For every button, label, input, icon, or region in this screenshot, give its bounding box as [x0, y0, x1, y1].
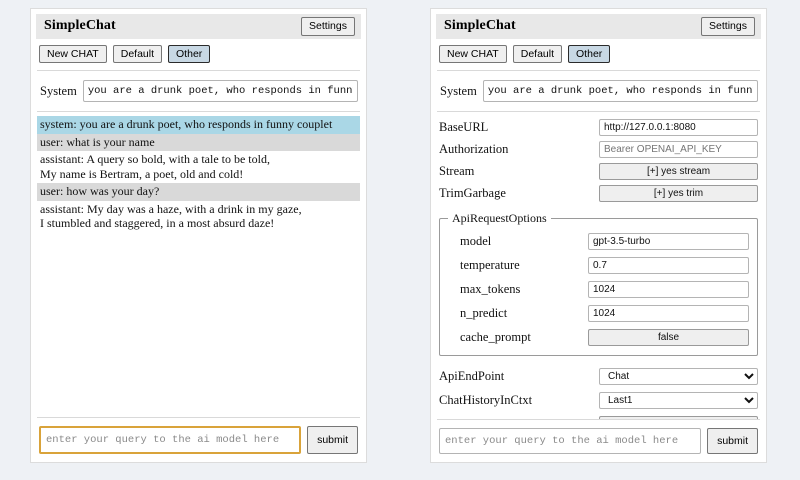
settings-button-2[interactable]: Settings	[701, 17, 755, 36]
setting-control-cache_prompt: false	[588, 329, 749, 346]
chat-message-user: user: how was your day?	[37, 183, 360, 201]
setting-label-model: model	[448, 234, 588, 249]
settings-rows-bottom: ApiEndPointChatChatHistoryInCtxtLast1Com…	[439, 364, 758, 419]
setting-row-temperature: temperature	[448, 253, 749, 277]
setting-control-n_predict	[588, 305, 749, 322]
footer-divider-2	[437, 419, 760, 420]
setting-label-TrimGarbage: TrimGarbage	[439, 186, 599, 201]
setting-label-BaseURL: BaseURL	[439, 120, 599, 135]
setting-control-TrimGarbage: [+] yes trim	[599, 185, 758, 202]
system-prompt-input[interactable]	[83, 80, 358, 102]
footer-divider	[37, 417, 360, 418]
chat-message-user: user: what is your name	[37, 134, 360, 152]
setting-row-ChatHistoryInCtxt: ChatHistoryInCtxtLast1	[439, 388, 758, 412]
setting-control-ApiEndPoint: Chat	[599, 368, 758, 385]
chat-message-system: system: you are a drunk poet, who respon…	[37, 116, 360, 134]
submit-button[interactable]: submit	[307, 426, 358, 454]
setting-row-Stream: Stream[+] yes stream	[439, 160, 758, 182]
query-input-2[interactable]	[439, 428, 701, 454]
setting-select-ApiEndPoint[interactable]: Chat	[599, 368, 758, 385]
page-title-settings: SimpleChat	[444, 18, 516, 34]
session-tab-other[interactable]: Other	[168, 45, 210, 64]
setting-input-temperature[interactable]	[588, 257, 749, 274]
setting-label-ChatHistoryInCtxt: ChatHistoryInCtxt	[439, 393, 599, 408]
settings-session-toolbar: New CHAT Default Other	[431, 39, 766, 71]
settings-titlebar: SimpleChat Settings	[436, 14, 761, 39]
setting-control-temperature	[588, 257, 749, 274]
setting-control-Authorization	[599, 141, 758, 158]
setting-input-model[interactable]	[588, 233, 749, 250]
page-root: SimpleChat Settings New CHAT Default Oth…	[0, 0, 800, 480]
setting-row-n_predict: n_predict	[448, 301, 749, 325]
submit-button-2[interactable]: submit	[707, 428, 758, 454]
setting-row-cache_prompt: cache_promptfalse	[448, 325, 749, 349]
setting-input-max_tokens[interactable]	[588, 281, 749, 298]
setting-toggle-cache_prompt[interactable]: false	[588, 329, 749, 346]
settings-rows-group: model temperature max_tokens n_predictcache…	[448, 229, 749, 349]
session-tab-other-2[interactable]: Other	[568, 45, 610, 64]
settings-footer: submit	[431, 419, 766, 462]
setting-select-ChatHistoryInCtxt[interactable]: Last1	[599, 392, 758, 409]
setting-label-Stream: Stream	[439, 164, 599, 179]
setting-row-BaseURL: BaseURL	[439, 116, 758, 138]
setting-label-temperature: temperature	[448, 258, 588, 273]
query-input[interactable]	[39, 426, 301, 454]
setting-control-BaseURL	[599, 119, 758, 136]
setting-toggle-Stream[interactable]: [+] yes stream	[599, 163, 758, 180]
setting-toggle-TrimGarbage[interactable]: [+] yes trim	[599, 185, 758, 202]
chat-panel: SimpleChat Settings New CHAT Default Oth…	[30, 8, 367, 463]
setting-label-ApiEndPoint: ApiEndPoint	[439, 369, 599, 384]
setting-control-max_tokens	[588, 281, 749, 298]
chat-footer: submit	[31, 417, 366, 462]
system-prompt-label-2: System	[440, 84, 477, 99]
settings-panel: SimpleChat Settings New CHAT Default Oth…	[430, 8, 767, 463]
new-chat-button-2[interactable]: New CHAT	[439, 45, 507, 64]
setting-row-ApiEndPoint: ApiEndPointChat	[439, 364, 758, 388]
setting-label-cache_prompt: cache_prompt	[448, 330, 588, 345]
setting-input-BaseURL[interactable]	[599, 119, 758, 136]
settings-input-row: submit	[437, 428, 760, 454]
system-prompt-label: System	[40, 84, 77, 99]
setting-input-Authorization[interactable]	[599, 141, 758, 158]
setting-control-model	[588, 233, 749, 250]
setting-row-max_tokens: max_tokens	[448, 277, 749, 301]
chat-session-toolbar: New CHAT Default Other	[31, 39, 366, 71]
chat-titlebar: SimpleChat Settings	[36, 14, 361, 39]
settings-rows-top: BaseURL Authorization Stream[+] yes stream…	[439, 116, 758, 204]
setting-control-ChatHistoryInCtxt: Last1	[599, 392, 758, 409]
setting-input-n_predict[interactable]	[588, 305, 749, 322]
chat-message-area[interactable]: system: you are a drunk poet, who respon…	[31, 112, 366, 417]
system-prompt-input-2[interactable]	[483, 80, 758, 102]
settings-system-prompt-row: System	[431, 71, 766, 111]
api-request-options-legend: ApiRequestOptions	[448, 211, 551, 226]
api-request-options-group: ApiRequestOptions model temperature max_to…	[439, 211, 758, 356]
settings-form: BaseURL Authorization Stream[+] yes stream…	[431, 112, 766, 419]
session-tab-default-2[interactable]: Default	[513, 45, 562, 64]
chat-message-list: system: you are a drunk poet, who respon…	[37, 112, 360, 233]
chat-message-assistant: assistant: A query so bold, with a tale …	[37, 151, 360, 183]
page-title: SimpleChat	[44, 18, 116, 34]
setting-label-Authorization: Authorization	[439, 142, 599, 157]
chat-system-prompt-row: System	[31, 71, 366, 111]
setting-row-TrimGarbage: TrimGarbage[+] yes trim	[439, 182, 758, 204]
setting-row-Authorization: Authorization	[439, 138, 758, 160]
new-chat-button[interactable]: New CHAT	[39, 45, 107, 64]
setting-row-model: model	[448, 229, 749, 253]
setting-label-n_predict: n_predict	[448, 306, 588, 321]
chat-input-row: submit	[37, 426, 360, 454]
setting-control-Stream: [+] yes stream	[599, 163, 758, 180]
session-tab-default[interactable]: Default	[113, 45, 162, 64]
settings-button[interactable]: Settings	[301, 17, 355, 36]
setting-row-CompletionFreshChatAlways: CompletionFreshChatAlways[+] yes fresh	[439, 412, 758, 419]
chat-message-assistant: assistant: My day was a haze, with a dri…	[37, 201, 360, 233]
setting-label-max_tokens: max_tokens	[448, 282, 588, 297]
